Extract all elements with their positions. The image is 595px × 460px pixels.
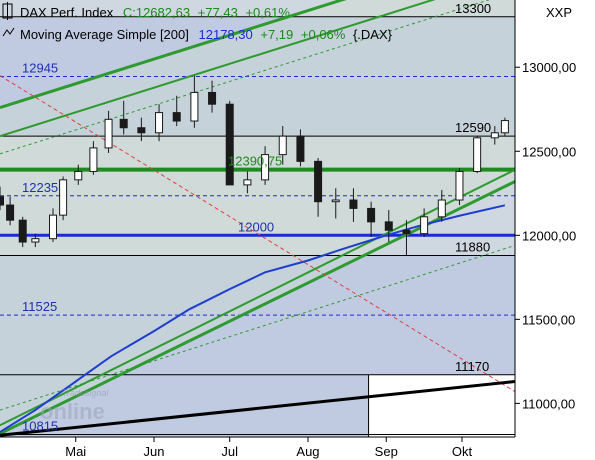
band-0 <box>0 0 515 17</box>
candle-body <box>314 160 323 203</box>
level-label-10815: 10815 <box>22 418 58 433</box>
level-label-12390,75: 12390,75 <box>228 154 282 169</box>
candle-body <box>331 199 340 203</box>
long-term-trend-line <box>0 380 515 437</box>
y-tick-label: 11000,00 <box>522 396 575 411</box>
x-tick-label: Jul <box>221 444 238 459</box>
candle-body <box>490 132 499 139</box>
candle-body <box>278 135 287 156</box>
header-close: C:12682,63 <box>123 5 190 20</box>
header-change: +77,43 <box>198 5 238 20</box>
x-tick-label: Okt <box>452 444 473 459</box>
candle-body <box>437 199 446 218</box>
header-ma-name: Moving Average Simple [200] <box>20 27 189 42</box>
candle-body <box>74 170 83 181</box>
channel-fill <box>0 0 515 434</box>
level-label-11170: 11170 <box>455 359 489 374</box>
downtrend-line <box>0 75 515 393</box>
x-tick-label: Mai <box>65 444 86 459</box>
candle-body <box>473 137 482 172</box>
level-label-11525: 11525 <box>22 299 57 314</box>
y-tick-label: 12500,00 <box>522 144 576 159</box>
x-tick-label: Aug <box>296 444 319 459</box>
level-label-13300: 13300 <box>455 1 491 16</box>
candle-body <box>49 214 58 240</box>
candle-body <box>190 91 199 122</box>
trend-lines <box>0 0 515 437</box>
candle-body <box>172 112 181 122</box>
candle-body <box>367 207 376 223</box>
candle-body <box>155 112 164 134</box>
candle-body <box>18 219 27 243</box>
candle-body <box>384 221 393 231</box>
candle-body <box>31 238 40 243</box>
svg-text:DAX Perf. Index C:12682,: DAX Perf. Index C:12682,63 +77,43 +0,61% <box>20 5 290 20</box>
header-ma-change-pct: +0,06% <box>301 27 346 42</box>
candle-body <box>455 170 464 201</box>
header-ma-symbol: {.DAX} <box>353 27 393 42</box>
level-lines <box>0 16 515 437</box>
tradesignal-watermark: Tradesignal online <box>40 388 109 424</box>
channel-upper-inner <box>0 0 436 138</box>
line-legend-icon <box>2 27 15 37</box>
candle-body <box>349 199 358 209</box>
moving-average-series <box>0 204 506 433</box>
chart-header: DAX Perf. Index C:12682,63 +77,43 +0,61%… <box>2 2 572 42</box>
level-label-11880: 11880 <box>455 239 490 254</box>
watermark-brand: Tradesignal <box>62 388 109 398</box>
candle-body <box>420 216 429 235</box>
y-tick-label: 13000,00 <box>522 60 576 75</box>
candle-body <box>208 91 217 105</box>
candle-body <box>89 147 98 172</box>
x-tick-label: Jun <box>144 444 165 459</box>
candle-body <box>402 229 411 235</box>
header-change-pct: +0,61% <box>245 5 290 20</box>
y-tick-label: 12000,00 <box>522 228 576 243</box>
x-axis: Mai Jun Jul Aug Sep Okt <box>65 437 472 459</box>
candle-body <box>296 135 305 162</box>
watermark-product: online <box>40 399 105 424</box>
band-2 <box>0 136 515 170</box>
channel-upper-outer <box>0 0 347 109</box>
axes-frame <box>0 0 516 438</box>
price-series <box>0 75 509 256</box>
candle-body <box>6 204 15 221</box>
y-tick-label: 11500,00 <box>522 312 575 327</box>
ma-line <box>0 204 506 433</box>
svg-text:Moving Average Simple [200]: Moving Average Simple [200] 12178,30 +7,… <box>20 27 393 42</box>
level-label-12945: 12945 <box>22 60 58 75</box>
header-ma-change: +7,19 <box>260 27 293 42</box>
candle-body <box>243 179 252 186</box>
candle-body <box>59 179 68 216</box>
candle-body <box>119 118 128 129</box>
candle-body <box>225 103 234 186</box>
candle-body <box>137 127 146 134</box>
y-axis: 11000,00 11500,00 12000,00 12500,00 13000,00 <box>515 60 576 411</box>
channel-lower-outer <box>0 168 515 427</box>
header-symbol-right: XXP <box>546 5 572 20</box>
level-label-12590: 12590 <box>455 120 491 135</box>
level-label-12000: 12000 <box>238 219 274 234</box>
x-tick-label: Sep <box>375 444 398 459</box>
header-instrument-name: DAX Perf. Index <box>20 5 114 20</box>
level-labels: 13300 12945 12590 12390,75 12235 12000 11880 11… <box>22 1 491 434</box>
candle-body <box>0 196 4 206</box>
candle-body <box>500 120 509 134</box>
candle-body <box>104 118 113 149</box>
level-label-12235: 12235 <box>22 180 58 195</box>
candle-body <box>261 154 270 181</box>
header-ma-value: 12178,30 <box>199 27 253 42</box>
